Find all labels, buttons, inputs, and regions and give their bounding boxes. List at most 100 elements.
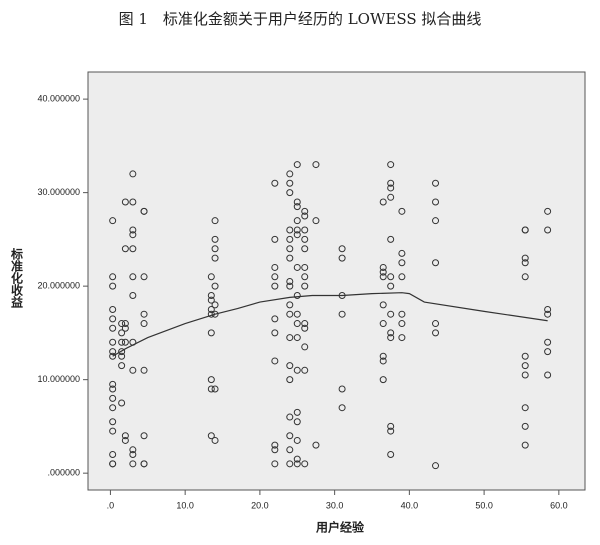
scatter-point <box>129 198 137 206</box>
scatter-point <box>286 170 294 178</box>
scatter-point <box>121 245 129 253</box>
scatter-point <box>379 268 387 276</box>
x-tick-label: 40.0 <box>401 500 419 510</box>
scatter-point <box>109 380 117 388</box>
scatter-point <box>118 352 126 360</box>
scatter-point <box>301 263 309 271</box>
scatter-point <box>432 198 440 206</box>
scatter-point <box>312 161 320 169</box>
scatter-point <box>211 282 219 290</box>
y-tick-label: 20.000000 <box>37 281 80 291</box>
scatter-point <box>129 446 137 454</box>
scatter-point <box>118 320 126 328</box>
scatter-point <box>398 273 406 281</box>
scatter-point <box>271 441 279 449</box>
scatter-point <box>207 296 215 304</box>
scatter-point <box>109 282 117 290</box>
scatter-point <box>118 329 126 337</box>
scatter-point <box>398 334 406 342</box>
scatter-point <box>211 235 219 243</box>
scatter-point <box>544 306 552 314</box>
scatter-point <box>286 460 294 468</box>
scatter-point <box>293 334 301 342</box>
scatter-point <box>118 399 126 407</box>
scatter-point <box>387 184 395 192</box>
scatter-point <box>387 450 395 458</box>
scatter-point <box>379 273 387 281</box>
scatter-point <box>271 235 279 243</box>
scatter-point <box>211 217 219 225</box>
y-tick-label: 10.000000 <box>37 374 80 384</box>
scatter-point <box>293 310 301 318</box>
scatter-point <box>286 254 294 262</box>
scatter-point <box>121 198 129 206</box>
scatter-point <box>140 207 148 215</box>
scatter-point <box>211 385 219 393</box>
scatter-point <box>109 273 117 281</box>
scatter-point <box>207 306 215 314</box>
scatter-point <box>432 320 440 328</box>
scatter-point <box>293 217 301 225</box>
scatter-point <box>271 357 279 365</box>
scatter-point <box>544 348 552 356</box>
scatter-point <box>293 291 301 299</box>
scatter-point <box>398 249 406 257</box>
scatter-point <box>271 179 279 187</box>
scatter-point <box>140 460 148 468</box>
scatter-point <box>293 203 301 211</box>
scatter-point <box>271 263 279 271</box>
scatter-point <box>271 446 279 454</box>
scatter-point <box>129 460 137 468</box>
scatter-point <box>118 362 126 370</box>
scatter-point <box>338 245 346 253</box>
scatter-point <box>129 450 137 458</box>
scatter-point <box>286 179 294 187</box>
scatter-point <box>286 413 294 421</box>
scatter-point <box>109 427 117 435</box>
scatter-point <box>109 338 117 346</box>
scatter-point <box>140 310 148 318</box>
scatter-point <box>379 357 387 365</box>
scatter-point <box>521 371 529 379</box>
scatter-point <box>432 259 440 267</box>
scatter-point <box>109 306 117 314</box>
scatter-point <box>387 310 395 318</box>
scatter-point <box>140 366 148 374</box>
scatter-point <box>129 226 137 234</box>
scatter-point <box>338 310 346 318</box>
scatter-point <box>286 432 294 440</box>
scatter-point <box>286 334 294 342</box>
scatter-point <box>379 263 387 271</box>
scatter-point <box>271 315 279 323</box>
scatter-point <box>118 338 126 346</box>
scatter-point <box>293 436 301 444</box>
scatter-point <box>301 320 309 328</box>
scatter-point <box>286 362 294 370</box>
scatter-point <box>207 376 215 384</box>
scatter-point <box>121 324 129 332</box>
scatter-point <box>521 273 529 281</box>
scatter-point <box>207 432 215 440</box>
scatter-point <box>379 376 387 384</box>
scatter-point <box>387 179 395 187</box>
scatter-point <box>379 320 387 328</box>
scatter-point <box>121 436 129 444</box>
lowess-line <box>112 292 548 357</box>
scatter-point <box>286 226 294 234</box>
scatter-point <box>398 207 406 215</box>
x-tick-label: 20.0 <box>251 500 269 510</box>
scatter-point <box>301 282 309 290</box>
plot-area <box>87 71 586 491</box>
y-tick-label: 30.000000 <box>37 187 80 197</box>
scatter-point <box>211 301 219 309</box>
scatter-point <box>432 217 440 225</box>
scatter-point <box>286 376 294 384</box>
y-axis-label: 标准化收益 <box>10 247 24 309</box>
scatter-point <box>544 338 552 346</box>
scatter-point <box>109 394 117 402</box>
y-tick-label: .000000 <box>47 468 80 478</box>
scatter-point <box>121 338 129 346</box>
scatter-point <box>544 310 552 318</box>
scatter-point <box>293 408 301 416</box>
scatter-point <box>379 198 387 206</box>
